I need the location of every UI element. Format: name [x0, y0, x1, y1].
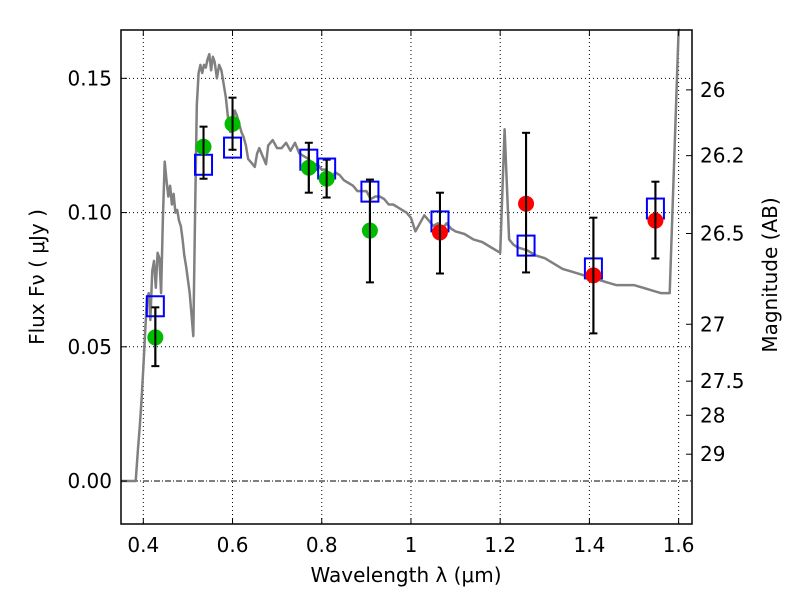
right-tick-label: 27.5 — [700, 369, 745, 393]
right-tick-label: 28 — [700, 403, 725, 427]
y-tick-label: 0.15 — [67, 66, 112, 90]
right-tick-label: 26.2 — [700, 144, 745, 168]
y-tick-label: 0.05 — [67, 335, 112, 359]
x-tick-label: 1 — [405, 533, 418, 557]
axes-frame — [120, 29, 693, 525]
right-tick-label: 26.5 — [700, 222, 745, 246]
x-tick-label: 0.4 — [127, 533, 159, 557]
right-tick-label: 27 — [700, 312, 725, 336]
x-tick-label: 1.4 — [573, 533, 605, 557]
y-axis-label: Flux Fν ( μJy ) — [25, 209, 49, 345]
x-tick-label: 1.6 — [663, 533, 695, 557]
y-tick-label: 0.00 — [67, 469, 112, 493]
x-axis-label: Wavelength λ (μm) — [310, 563, 501, 587]
plot-area — [121, 28, 680, 483]
y-tick-label: 0.10 — [67, 201, 112, 225]
x-tick-label: 1.2 — [484, 533, 516, 557]
right-axis-ticks: 26 26.2 26.5 27 27.5 28 29 — [686, 78, 745, 466]
spectrum-line — [121, 28, 680, 483]
right-tick-label: 26 — [700, 78, 725, 102]
y-axis-ticks: 0.00 0.05 0.10 0.15 — [67, 66, 127, 493]
x-axis-ticks: 0.4 0.6 0.8 1 1.2 1.4 1.6 — [127, 30, 695, 557]
right-axis-label: Magnitude (AB) — [758, 197, 782, 352]
x-tick-label: 0.8 — [306, 533, 338, 557]
right-tick-label: 29 — [700, 442, 725, 466]
x-tick-label: 0.6 — [217, 533, 249, 557]
